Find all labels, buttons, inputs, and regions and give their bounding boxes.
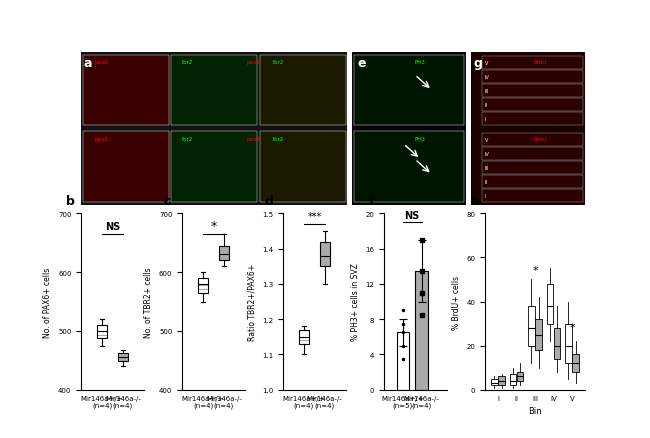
Bar <box>482 57 582 70</box>
Bar <box>517 372 523 381</box>
Bar <box>528 306 535 346</box>
Text: d: d <box>265 195 273 208</box>
Text: II: II <box>485 103 488 108</box>
Bar <box>83 56 168 126</box>
Bar <box>566 324 571 364</box>
Text: PH3: PH3 <box>415 60 426 65</box>
Text: tbr2: tbr2 <box>273 137 284 142</box>
Text: Mir146α+/+: Mir146α+/+ <box>71 74 76 108</box>
Bar <box>547 284 553 324</box>
Bar <box>554 328 560 359</box>
Bar <box>354 56 464 126</box>
Bar <box>491 379 498 385</box>
Y-axis label: % BrdU+ cells: % BrdU+ cells <box>452 275 461 329</box>
Bar <box>354 132 464 202</box>
Text: pax6: pax6 <box>246 137 260 142</box>
Text: h: h <box>470 195 479 208</box>
Text: BrdU: BrdU <box>534 60 547 65</box>
Text: I: I <box>485 117 486 122</box>
Text: Mir146α-/-: Mir146α-/- <box>71 153 76 181</box>
Bar <box>482 85 582 98</box>
Bar <box>573 355 579 372</box>
Bar <box>118 353 128 362</box>
Bar <box>536 319 542 350</box>
Bar <box>482 133 582 146</box>
Text: NS: NS <box>105 222 120 231</box>
Bar <box>171 132 257 202</box>
Bar <box>83 132 168 202</box>
Bar <box>97 325 107 338</box>
Text: I: I <box>485 194 486 198</box>
Bar <box>482 147 582 160</box>
Text: a: a <box>84 57 92 70</box>
Text: pax6: pax6 <box>246 60 260 65</box>
Text: NS: NS <box>404 211 420 221</box>
Bar <box>218 246 229 261</box>
Text: pax6: pax6 <box>94 137 109 142</box>
Bar <box>260 132 346 202</box>
Text: II: II <box>485 180 488 184</box>
Text: PH3: PH3 <box>415 137 426 142</box>
Text: III: III <box>485 89 489 94</box>
Text: e: e <box>358 57 367 70</box>
Y-axis label: No. of PAX6+ cells: No. of PAX6+ cells <box>44 267 53 337</box>
Bar <box>198 279 208 293</box>
Text: IV: IV <box>485 152 489 156</box>
Bar <box>299 330 309 344</box>
Text: BrdU: BrdU <box>534 137 547 142</box>
Bar <box>482 71 582 84</box>
Bar <box>396 332 409 390</box>
Bar <box>482 161 582 174</box>
Bar <box>499 377 505 385</box>
Text: pax6: pax6 <box>94 60 109 65</box>
Text: b: b <box>66 195 75 208</box>
Text: V: V <box>485 137 488 142</box>
Text: tbr2: tbr2 <box>273 60 284 65</box>
Text: tbr2: tbr2 <box>182 137 194 142</box>
Text: tbr2: tbr2 <box>182 60 194 65</box>
Bar <box>260 56 346 126</box>
Text: *: * <box>211 219 216 233</box>
Text: *: * <box>532 265 538 276</box>
Bar <box>171 56 257 126</box>
Text: ***: *** <box>307 212 322 222</box>
Bar <box>482 99 582 112</box>
Bar <box>415 271 428 390</box>
Text: g: g <box>473 57 482 70</box>
X-axis label: Bin: Bin <box>528 406 542 415</box>
Bar <box>482 190 582 202</box>
Text: f: f <box>369 195 374 208</box>
Y-axis label: % PH3+ cells in SVZ: % PH3+ cells in SVZ <box>351 263 360 341</box>
Y-axis label: No. of TBR2+ cells: No. of TBR2+ cells <box>144 267 153 337</box>
Text: c: c <box>163 195 171 208</box>
Bar <box>482 113 582 126</box>
Bar <box>320 242 330 267</box>
Y-axis label: Ratio TBR2+/PAX6+: Ratio TBR2+/PAX6+ <box>248 263 257 340</box>
Text: *: * <box>569 323 575 332</box>
Text: III: III <box>485 166 489 170</box>
Bar <box>482 176 582 188</box>
Text: IV: IV <box>485 75 489 80</box>
Text: V: V <box>485 61 488 66</box>
Bar <box>510 374 516 385</box>
